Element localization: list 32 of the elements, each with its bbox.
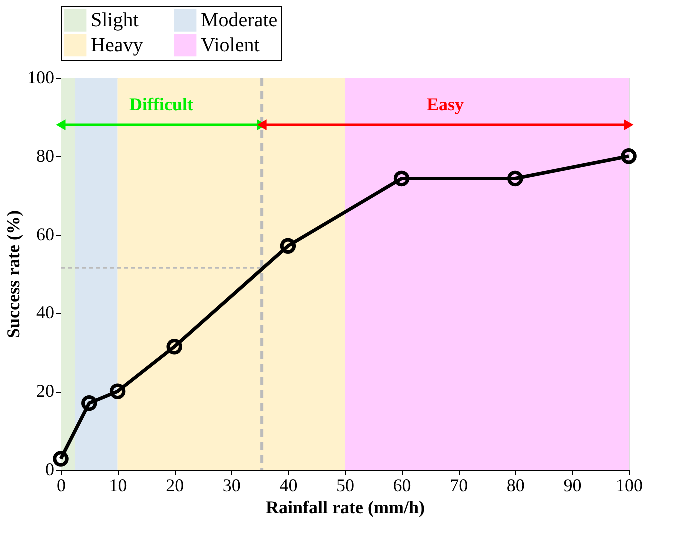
y-tick-label: 80 [36, 146, 54, 166]
y-tick-label: 60 [36, 224, 54, 244]
x-tick-label: 10 [109, 476, 128, 496]
point [280, 238, 296, 254]
point [166, 339, 182, 355]
x-tick-label: 90 [564, 476, 582, 496]
legend-label: Moderate [201, 10, 278, 32]
annotation: Easy [427, 94, 464, 114]
legend-label: Slight [91, 10, 140, 32]
legend-label: Heavy [91, 34, 144, 56]
point [110, 384, 126, 400]
x-tick-label: 80 [506, 476, 525, 496]
x-tick-label: 30 [222, 476, 241, 496]
x-tick-label: 40 [280, 476, 298, 496]
point [394, 170, 410, 187]
y-tick-label: 40 [36, 302, 54, 323]
point [621, 148, 637, 164]
y-axis-title: Success rate (%) [4, 210, 24, 338]
x-axis-title: Rainfall rate (mm/h) [266, 498, 425, 518]
y-tick-label: 0 [46, 460, 54, 480]
point [82, 396, 98, 412]
x-tick-label: 50 [336, 476, 354, 496]
point [53, 451, 69, 467]
x-tick-label: 100 [616, 476, 643, 496]
y-tick-label: 100 [28, 68, 54, 88]
annotation: Difficult [130, 94, 194, 114]
y-tick-label: 20 [36, 381, 54, 402]
x-tick-label: 60 [393, 476, 412, 496]
x-tick-label: 20 [166, 476, 184, 496]
legend-label: Violent [201, 34, 260, 56]
point [508, 170, 524, 187]
x-tick-label: 70 [450, 476, 468, 496]
